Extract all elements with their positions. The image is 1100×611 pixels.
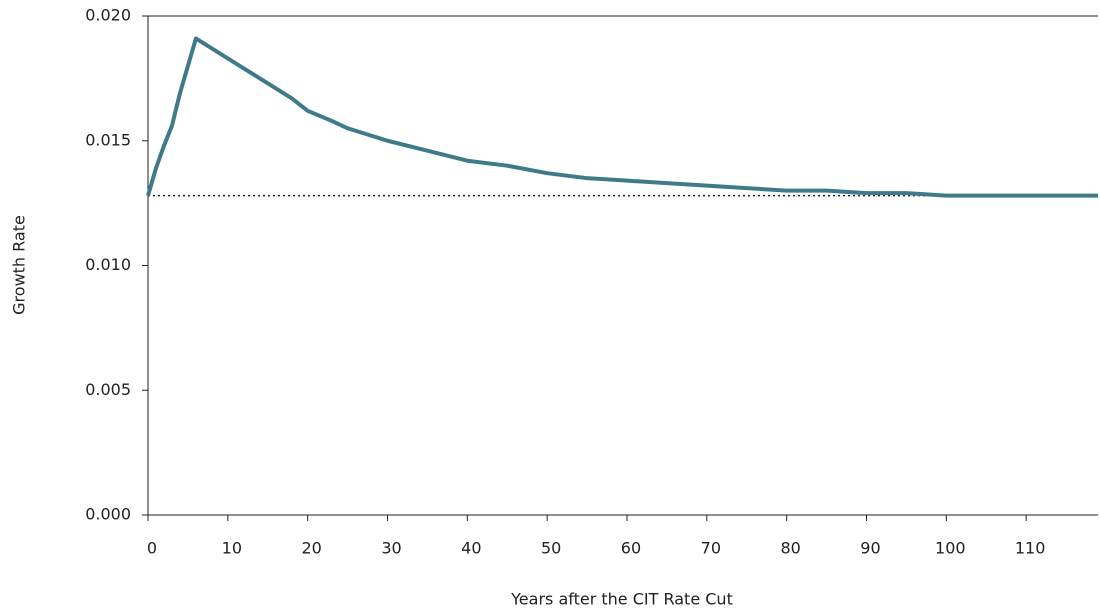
x-tick-label: 70 bbox=[701, 539, 721, 558]
x-tick-label: 90 bbox=[860, 539, 880, 558]
y-tick-label: 0.000 bbox=[85, 505, 131, 524]
y-tick-label: 0.015 bbox=[85, 130, 131, 149]
x-axis-label: Years after the CIT Rate Cut bbox=[510, 590, 733, 609]
x-tick-label: 110 bbox=[1015, 539, 1046, 558]
y-tick-label: 0.005 bbox=[85, 380, 131, 399]
y-tick-label: 0.020 bbox=[85, 6, 131, 25]
x-tick-label: 10 bbox=[222, 539, 242, 558]
x-tick-label: 80 bbox=[780, 539, 800, 558]
x-tick-label: 20 bbox=[301, 539, 321, 558]
y-axis-label: Growth Rate bbox=[10, 215, 29, 315]
x-tick-label: 100 bbox=[935, 539, 966, 558]
x-tick-label: 60 bbox=[621, 539, 641, 558]
axis-frame bbox=[147, 15, 1098, 516]
x-tick-label: 0 bbox=[147, 539, 157, 558]
x-tick-label: 40 bbox=[461, 539, 481, 558]
x-tick-label: 30 bbox=[381, 539, 401, 558]
data-line bbox=[146, 36, 1098, 198]
y-tick-label: 0.010 bbox=[85, 255, 131, 274]
x-tick-label: 50 bbox=[541, 539, 561, 558]
